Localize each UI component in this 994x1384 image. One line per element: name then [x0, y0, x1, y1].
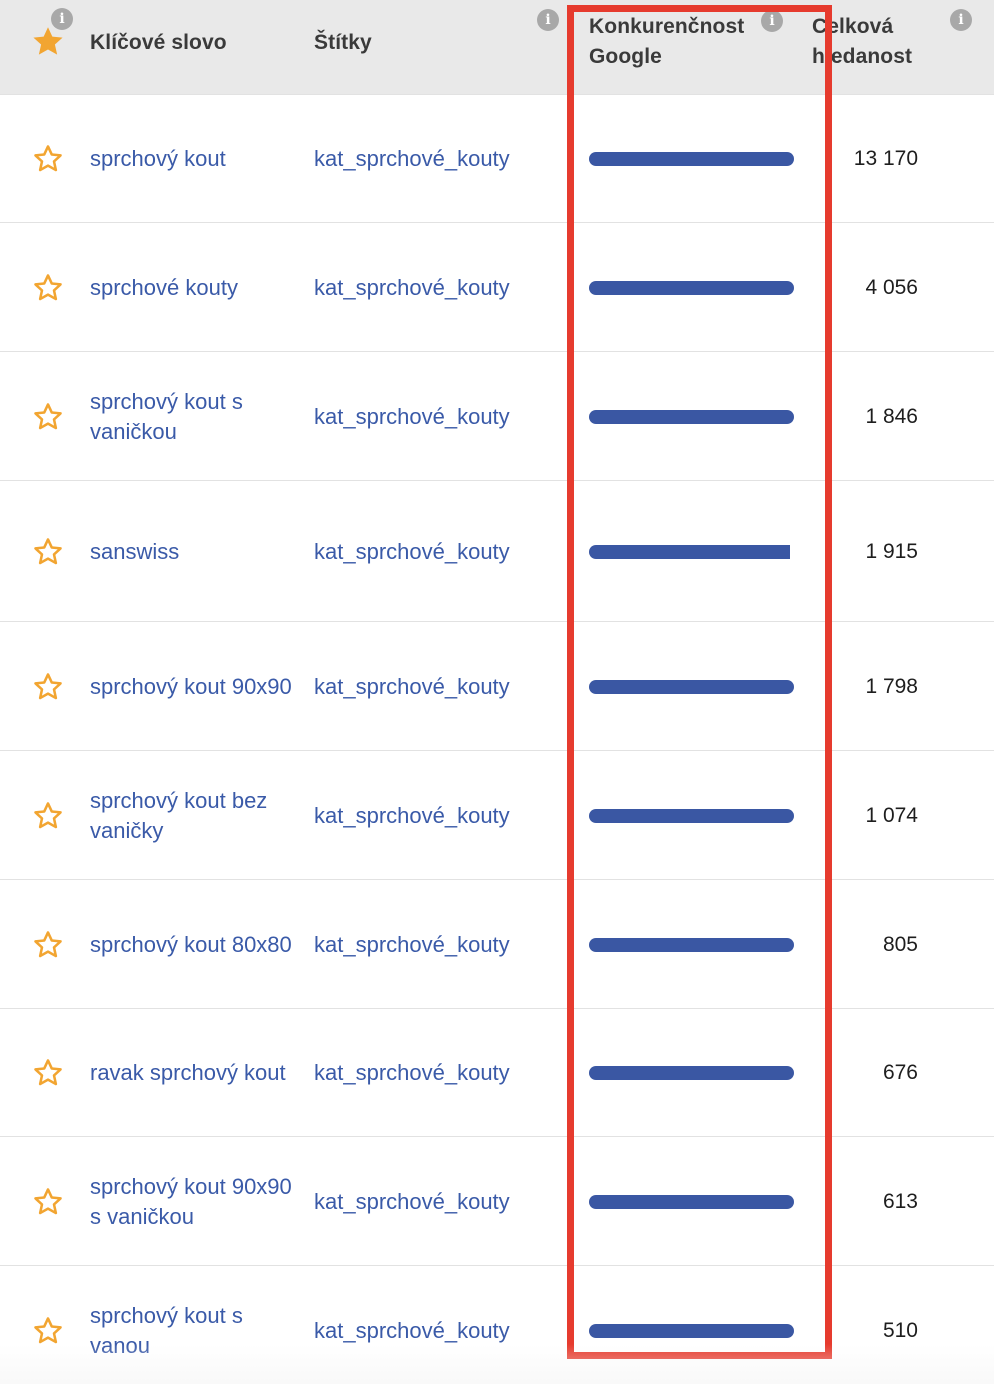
search-volume: 1 798 [865, 675, 918, 698]
search-volume: 1 915 [865, 540, 918, 563]
table-row: ravak sprchový kout kat_sprchové_kouty 676 [0, 1008, 994, 1136]
column-header-keyword[interactable]: Klíčové slovo [90, 31, 227, 54]
search-volume: 613 [882, 1190, 918, 1213]
competition-bar-fill [589, 809, 794, 823]
competition-bar-fill [589, 152, 794, 166]
competition-bar-fill [589, 1324, 794, 1338]
tag-link[interactable]: kat_sprchové_kouty [314, 1318, 510, 1343]
info-icon[interactable]: i [950, 9, 972, 31]
keyword-link[interactable]: sprchový kout 90x90 [90, 674, 292, 699]
star-outline-icon[interactable] [31, 143, 65, 175]
keyword-link[interactable]: sprchový kout s vaničkou [90, 389, 243, 444]
star-outline-icon[interactable] [31, 929, 65, 961]
info-icon[interactable]: i [761, 10, 783, 32]
keyword-link[interactable]: sprchový kout [90, 146, 226, 171]
star-outline-icon[interactable] [31, 401, 65, 433]
competition-bar-fill [589, 281, 794, 295]
keyword-link[interactable]: ravak sprchový kout [90, 1060, 286, 1085]
star-outline-icon[interactable] [31, 800, 65, 832]
tag-link[interactable]: kat_sprchové_kouty [314, 1060, 510, 1085]
star-outline-icon[interactable] [31, 1186, 65, 1218]
star-outline-icon[interactable] [31, 1315, 65, 1347]
table-row: sprchový kout 90x90 s vaničkou kat_sprcho… [0, 1136, 994, 1265]
competition-bar [589, 680, 794, 694]
competition-bar-fill [589, 1195, 794, 1209]
column-header-competition-line1: Konkurenčnost [589, 15, 745, 38]
table-row: sprchový kout s vanou kat_sprchové_kouty 5… [0, 1265, 994, 1384]
keyword-link[interactable]: sanswiss [90, 539, 180, 564]
search-volume: 13 170 [853, 147, 918, 170]
tag-link[interactable]: kat_sprchové_kouty [314, 404, 510, 429]
column-header-volume[interactable]: Celková hledanost [812, 12, 912, 72]
competition-bar [589, 152, 794, 166]
search-volume: 4 056 [865, 276, 918, 299]
tag-link[interactable]: kat_sprchové_kouty [314, 803, 510, 828]
table-row: sanswiss kat_sprchové_kouty 1 915 [0, 480, 994, 621]
table-row: sprchový kout s vaničkou kat_sprchové_kou… [0, 351, 994, 480]
keyword-link[interactable]: sprchový kout 80x80 [90, 932, 292, 957]
competition-bar [589, 938, 794, 952]
table-header: i Klíčové slovo Štítky i Konkurenčnost G… [0, 0, 994, 94]
competition-bar-fill [589, 545, 790, 559]
keyword-link[interactable]: sprchový kout s vanou [90, 1303, 243, 1358]
competition-bar-fill [589, 938, 794, 952]
search-volume: 1 846 [865, 405, 918, 428]
competition-bar [589, 1324, 794, 1338]
search-volume: 805 [882, 933, 918, 956]
star-outline-icon[interactable] [31, 272, 65, 304]
star-outline-icon[interactable] [31, 536, 65, 568]
column-header-tags[interactable]: Štítky [314, 31, 372, 54]
table-row: sprchový kout bez vaničky kat_sprchové_ko… [0, 750, 994, 879]
search-volume: 510 [882, 1319, 918, 1342]
competition-bar-fill [589, 680, 794, 694]
competition-bar [589, 1195, 794, 1209]
search-volume: 1 074 [865, 804, 918, 827]
keyword-link[interactable]: sprchový kout 90x90 s vaničkou [90, 1174, 292, 1229]
competition-bar [589, 545, 794, 559]
tag-link[interactable]: kat_sprchové_kouty [314, 932, 510, 957]
competition-bar [589, 410, 794, 424]
tag-link[interactable]: kat_sprchové_kouty [314, 674, 510, 699]
search-volume: 676 [882, 1061, 918, 1084]
competition-bar [589, 1066, 794, 1080]
tag-link[interactable]: kat_sprchové_kouty [314, 539, 510, 564]
competition-bar-fill [589, 1066, 794, 1080]
table-row: sprchové kouty kat_sprchové_kouty 4 056 [0, 222, 994, 351]
competition-bar [589, 281, 794, 295]
keyword-link[interactable]: sprchové kouty [90, 275, 238, 300]
competition-bar-fill [589, 410, 794, 424]
tag-link[interactable]: kat_sprchové_kouty [314, 146, 510, 171]
table-row: sprchový kout 80x80 kat_sprchové_kouty 805 [0, 879, 994, 1008]
table-row: sprchový kout 90x90 kat_sprchové_kouty 1 7… [0, 621, 994, 750]
tag-link[interactable]: kat_sprchové_kouty [314, 1189, 510, 1214]
info-icon[interactable]: i [51, 8, 73, 30]
competition-bar [589, 809, 794, 823]
column-header-volume-line1: Celková [812, 15, 894, 38]
column-header-volume-line2: hledanost [812, 45, 913, 68]
star-filled-icon[interactable] [30, 24, 66, 60]
info-icon[interactable]: i [537, 9, 559, 31]
column-header-competition[interactable]: Konkurenčnost Google [589, 12, 744, 72]
keyword-link[interactable]: sprchový kout bez vaničky [90, 788, 268, 843]
star-outline-icon[interactable] [31, 671, 65, 703]
star-outline-icon[interactable] [31, 1057, 65, 1089]
column-header-competition-line2: Google [589, 45, 662, 68]
table-row: sprchový kout kat_sprchové_kouty 13 170 [0, 94, 994, 222]
tag-link[interactable]: kat_sprchové_kouty [314, 275, 510, 300]
